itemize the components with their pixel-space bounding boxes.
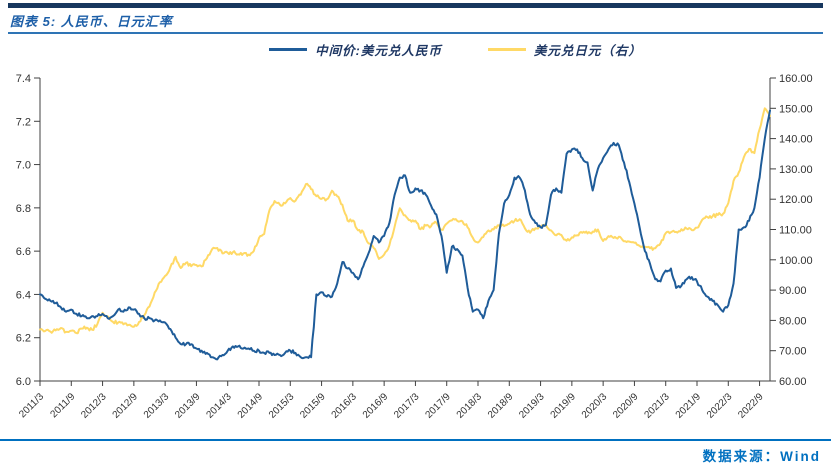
right-axis-tick-label: 70.00 [779, 346, 807, 358]
legend-item-usdjpy: 美元兑日元（右） [487, 40, 642, 59]
top-accent-bar [8, 3, 823, 8]
x-axis-tick-label: 2015/3 [267, 391, 297, 421]
legend-label-usdjpy: 美元兑日元（右） [533, 43, 642, 58]
left-axis-tick-label: 7.0 [16, 160, 31, 172]
left-axis-tick-label: 6.8 [16, 203, 31, 215]
right-axis-tick-label: 130.00 [779, 164, 813, 176]
x-axis-tick-label: 2019/9 [549, 391, 579, 421]
x-axis-tick-label: 2011/3 [17, 391, 46, 420]
x-axis-tick-label: 2022/9 [736, 391, 766, 421]
x-axis-tick-label: 2017/3 [392, 391, 422, 421]
x-axis-tick-label: 2018/3 [455, 391, 485, 421]
chart-legend: 中间价:美元兑人民币 美元兑日元（右） [0, 40, 831, 58]
left-axis-tick-label: 6.2 [16, 333, 31, 345]
right-axis-tick-label: 150.00 [779, 103, 813, 115]
right-axis-tick-label: 60.00 [779, 376, 807, 388]
x-axis-tick-label: 2020/9 [611, 391, 641, 421]
left-axis-tick-label: 6.0 [16, 376, 31, 388]
right-axis-tick-label: 80.00 [779, 315, 807, 327]
right-axis-tick-label: 160.00 [779, 73, 813, 85]
left-axis-tick-label: 6.6 [16, 246, 31, 258]
right-axis-tick-label: 90.00 [779, 285, 807, 297]
x-axis-tick-label: 2014/9 [236, 391, 266, 421]
x-axis-tick-label: 2019/3 [517, 391, 547, 421]
x-axis-tick-label: 2014/3 [204, 391, 234, 421]
right-axis-tick-label: 140.00 [779, 134, 813, 146]
usdjpy-line-swatch [487, 47, 526, 51]
x-axis-tick-label: 2018/9 [486, 391, 516, 421]
right-axis-tick-label: 110.00 [779, 225, 812, 237]
x-axis-tick-label: 2013/9 [173, 391, 203, 421]
x-axis-tick-label: 2011/9 [49, 391, 78, 420]
right-axis-tick-label: 120.00 [779, 194, 813, 206]
x-axis-tick-label: 2013/3 [142, 391, 172, 421]
x-axis-tick-label: 2012/9 [111, 391, 141, 421]
title-divider [8, 32, 823, 34]
x-axis-tick-label: 2015/9 [298, 391, 328, 421]
x-axis-tick-label: 2012/3 [79, 391, 109, 421]
left-axis-tick-label: 7.2 [16, 116, 31, 128]
legend-item-usdcny: 中间价:美元兑人民币 [269, 40, 442, 59]
x-axis-tick-label: 2017/9 [423, 391, 453, 421]
x-axis-tick-label: 2021/9 [674, 391, 704, 421]
footer-divider [0, 439, 831, 441]
legend-label-usdcny: 中间价:美元兑人民币 [315, 43, 442, 58]
x-axis-tick-label: 2022/3 [705, 391, 735, 421]
data-source-label: 数据来源：Wind [702, 449, 821, 464]
right-axis-tick-label: 100.00 [779, 255, 813, 267]
x-axis-tick-label: 2016/3 [330, 391, 360, 421]
x-axis-tick-label: 2021/3 [642, 391, 672, 421]
left-axis-tick-label: 6.4 [16, 289, 31, 301]
chart-title: 图表 5: 人民币、日元汇率 [10, 14, 173, 29]
x-axis-tick-label: 2016/9 [361, 391, 391, 421]
series-line-usdcny [39, 109, 771, 361]
left-axis-tick-label: 7.4 [16, 73, 31, 85]
usdcny-line-swatch [269, 47, 308, 51]
series-line-usdjpy [39, 107, 771, 335]
x-axis-tick-label: 2020/3 [580, 391, 610, 421]
